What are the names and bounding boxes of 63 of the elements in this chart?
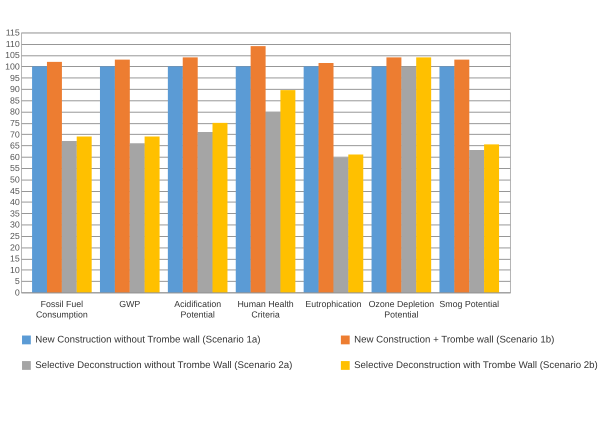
y-tick-label: 55	[10, 163, 20, 174]
bar	[348, 154, 364, 292]
bar	[372, 66, 387, 292]
y-tick-label: 15	[10, 254, 20, 264]
bar	[333, 158, 348, 292]
y-tick-label: 40	[10, 197, 20, 208]
bar	[114, 60, 130, 292]
y-tick-label: 20	[10, 242, 20, 252]
x-tick-label: Acidification Potential	[174, 298, 222, 320]
bar	[401, 66, 416, 292]
y-tick-label: 85	[10, 95, 20, 106]
bar	[469, 150, 484, 292]
x-tick-label: Ozone Depletion Potential	[368, 298, 434, 320]
legend-label: Selective Deconstruction with Trombe Wall (Scenario 2b)	[354, 360, 598, 372]
bar	[144, 136, 160, 292]
y-tick-label: 90	[10, 84, 20, 94]
y-tick-label: 45	[10, 186, 20, 196]
y-tick-label: 50	[10, 174, 20, 184]
bar	[32, 66, 48, 292]
y-tick-label: 25	[10, 230, 20, 241]
bar	[416, 57, 432, 292]
bar	[439, 66, 454, 292]
bar	[280, 90, 296, 292]
bar	[168, 66, 183, 292]
y-tick-label: 70	[10, 129, 20, 140]
x-tick-label: Smog Potential	[439, 298, 500, 309]
bar	[130, 143, 145, 292]
bar	[100, 66, 115, 292]
bar	[182, 57, 198, 292]
bar	[304, 66, 319, 292]
y-tick-label: 115	[6, 28, 20, 38]
y-tick-label: 30	[10, 220, 20, 230]
bar	[76, 136, 92, 292]
x-tick-label: Eutrophication	[305, 298, 362, 309]
bar	[212, 122, 228, 292]
y-tick-label: 100	[5, 62, 20, 72]
y-tick-label: 0	[14, 287, 20, 298]
y-tick-label: 5	[14, 276, 20, 286]
y-tick-label: 35	[10, 208, 20, 218]
bar	[386, 57, 402, 292]
legend-label: New Construction without Trombe wall (Scenario 1a)	[35, 334, 260, 346]
bar	[318, 63, 334, 292]
x-tick-label: Human Health Criteria	[237, 298, 294, 320]
y-tick-label: 105	[5, 50, 20, 60]
y-tick-label: 60	[10, 152, 20, 162]
x-tick-label: GWP	[119, 298, 140, 309]
bar	[266, 112, 280, 292]
x-tick-label: Fossil Fuel Consumption	[36, 298, 88, 320]
y-tick-label: 80	[10, 106, 20, 117]
y-tick-label: 75	[10, 118, 20, 128]
legend-label: Selective Deconstruction without Trombe Wall (Scenario 2a)	[35, 360, 292, 372]
y-tick-label: 10	[10, 264, 20, 275]
y-tick-label: 110	[6, 38, 20, 49]
bar	[484, 144, 500, 292]
bar	[62, 140, 77, 292]
bar	[46, 62, 62, 292]
bar	[198, 132, 213, 292]
bar	[250, 46, 266, 292]
y-tick-label: 65	[10, 140, 20, 151]
bar	[454, 60, 470, 292]
legend-label: New Construction + Trombe wall (Scenario 1b)	[354, 334, 554, 346]
y-tick-label: 95	[10, 72, 20, 83]
bar	[236, 66, 251, 292]
